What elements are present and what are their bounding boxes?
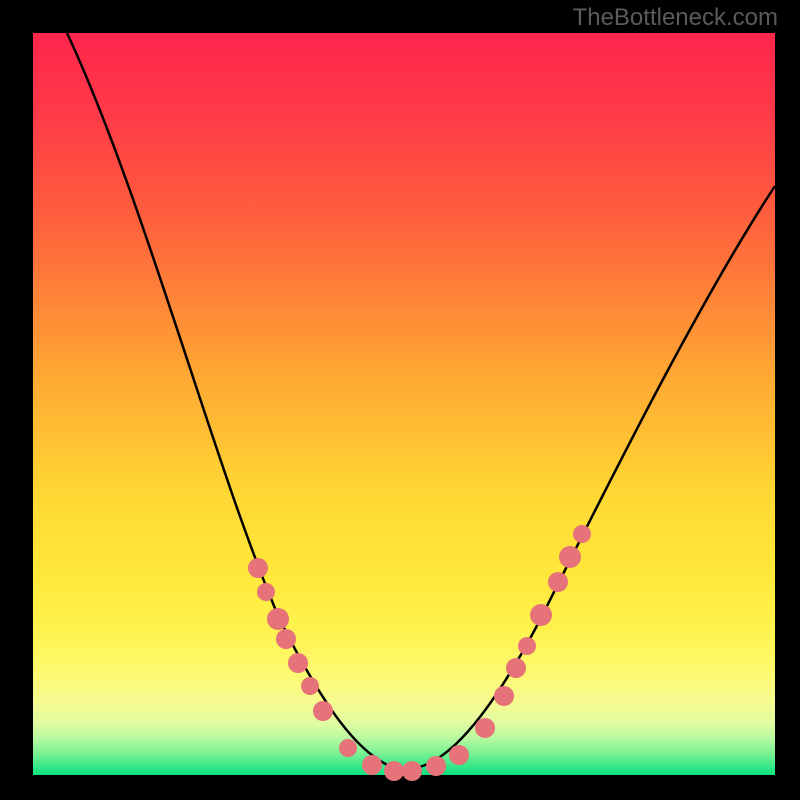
data-marker bbox=[384, 761, 404, 781]
data-marker bbox=[426, 756, 446, 776]
data-marker bbox=[313, 701, 333, 721]
data-marker bbox=[530, 604, 552, 626]
data-marker bbox=[362, 755, 382, 775]
data-marker bbox=[475, 718, 495, 738]
data-marker bbox=[248, 558, 268, 578]
data-marker bbox=[276, 629, 296, 649]
data-marker bbox=[301, 677, 319, 695]
data-marker bbox=[559, 546, 581, 568]
data-marker bbox=[288, 653, 308, 673]
data-marker bbox=[573, 525, 591, 543]
data-marker bbox=[506, 658, 526, 678]
data-marker bbox=[402, 761, 422, 781]
data-marker bbox=[518, 637, 536, 655]
data-marker bbox=[548, 572, 568, 592]
data-marker bbox=[257, 583, 275, 601]
data-marker bbox=[339, 739, 357, 757]
gradient-plot-area bbox=[33, 33, 775, 775]
data-marker bbox=[449, 745, 469, 765]
data-marker bbox=[267, 608, 289, 630]
watermark-text: TheBottleneck.com bbox=[573, 4, 778, 32]
data-marker bbox=[494, 686, 514, 706]
